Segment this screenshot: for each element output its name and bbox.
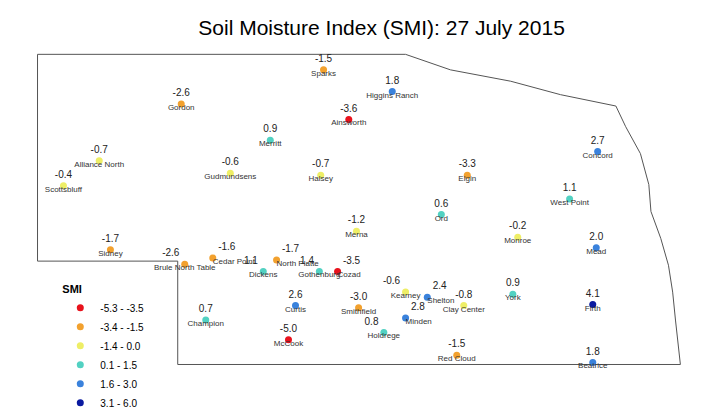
svg-text:-0.7: -0.7 [312,158,330,169]
svg-text:1.1: 1.1 [244,255,258,266]
svg-text:West Point: West Point [550,198,589,207]
svg-text:2.7: 2.7 [591,135,605,146]
svg-text:1.8: 1.8 [385,75,399,86]
svg-text:-1.7: -1.7 [282,243,300,254]
svg-text:Scottsbluff: Scottsbluff [45,185,83,194]
svg-text:-0.4: -0.4 [55,169,73,180]
svg-text:0.9: 0.9 [263,123,277,134]
svg-text:Red Cloud: Red Cloud [438,354,476,363]
svg-text:-0.2: -0.2 [509,220,527,231]
svg-text:2.0: 2.0 [589,231,603,242]
svg-text:Cozad: Cozad [338,270,361,279]
svg-text:Champion: Champion [188,319,224,328]
svg-text:-2.6: -2.6 [162,247,180,258]
svg-text:North Platte: North Platte [277,259,320,268]
svg-text:-1.5: -1.5 [448,338,466,349]
svg-text:-3.5: -3.5 [343,255,361,266]
svg-text:-0.8: -0.8 [455,289,473,300]
svg-text:-1.5: -1.5 [315,53,333,64]
svg-text:-0.7: -0.7 [91,144,109,155]
svg-text:0.9: 0.9 [506,277,520,288]
svg-text:-3.6: -3.6 [340,103,358,114]
svg-text:Gudmundsens: Gudmundsens [204,172,256,181]
svg-text:Smithfield: Smithfield [341,307,376,316]
svg-text:Merna: Merna [345,230,368,239]
svg-text:Monroe: Monroe [504,236,532,245]
svg-text:-3.0: -3.0 [350,291,368,302]
svg-text:Dickens: Dickens [249,270,277,279]
svg-text:Firth: Firth [585,304,601,313]
svg-text:0.1 - 1.5: 0.1 - 1.5 [100,360,137,371]
svg-text:Brule North Table: Brule North Table [154,263,216,272]
svg-text:0.8: 0.8 [365,316,379,327]
svg-text:-1.7: -1.7 [102,233,120,244]
svg-text:-3.4 - -1.5: -3.4 - -1.5 [100,322,144,333]
svg-text:-1.2: -1.2 [348,214,366,225]
svg-text:Higgins Ranch: Higgins Ranch [366,91,418,100]
svg-text:Mead: Mead [586,247,606,256]
svg-text:1.8: 1.8 [586,346,600,357]
svg-text:0.7: 0.7 [199,303,213,314]
svg-text:-5.3 - -3.5: -5.3 - -3.5 [100,303,144,314]
svg-text:-3.3: -3.3 [459,158,477,169]
svg-text:2.6: 2.6 [289,289,303,300]
svg-text:Soil Moisture Index (SMI): 27: Soil Moisture Index (SMI): 27 July 2015 [198,16,565,39]
svg-text:-1.6: -1.6 [218,241,236,252]
svg-text:-5.0: -5.0 [280,323,298,334]
svg-text:SMI: SMI [62,283,82,295]
svg-text:1.6 - 3.0: 1.6 - 3.0 [100,379,137,390]
svg-text:-0.6: -0.6 [222,156,240,167]
svg-text:-0.6: -0.6 [383,275,401,286]
svg-text:Shelton: Shelton [427,296,454,305]
svg-text:0.6: 0.6 [434,198,448,209]
svg-text:York: York [505,293,522,302]
svg-text:Sidney: Sidney [98,249,122,258]
svg-text:4.1: 4.1 [586,288,600,299]
svg-text:Gothenburg: Gothenburg [298,270,340,279]
svg-text:-1.4 - 0.0: -1.4 - 0.0 [100,341,140,352]
svg-text:Holdrege: Holdrege [368,331,401,340]
svg-text:Cedar Point: Cedar Point [213,257,256,266]
svg-text:3.1 - 6.0: 3.1 - 6.0 [100,398,137,409]
svg-text:1.4: 1.4 [300,255,314,266]
svg-text:2.4: 2.4 [433,280,447,291]
svg-text:Ainsworth: Ainsworth [331,118,366,127]
svg-text:1.1: 1.1 [563,182,577,193]
svg-text:Merritt: Merritt [259,139,282,148]
svg-text:Elgin: Elgin [458,174,476,183]
svg-text:Minden: Minden [406,317,432,326]
svg-text:Sparks: Sparks [311,69,336,78]
svg-text:McCook: McCook [274,339,304,348]
svg-text:Ord: Ord [435,214,448,223]
svg-text:Gordon: Gordon [168,103,195,112]
svg-text:Alliance North: Alliance North [74,160,124,169]
svg-text:Kearney: Kearney [391,291,421,300]
svg-text:2.8: 2.8 [411,301,425,312]
svg-text:Curtis: Curtis [285,305,306,314]
svg-text:Concord: Concord [583,151,613,160]
svg-text:Clay Center: Clay Center [443,305,486,314]
svg-text:-2.6: -2.6 [173,87,191,98]
svg-text:Beatrice: Beatrice [578,361,608,370]
svg-text:Halsey: Halsey [309,174,333,183]
